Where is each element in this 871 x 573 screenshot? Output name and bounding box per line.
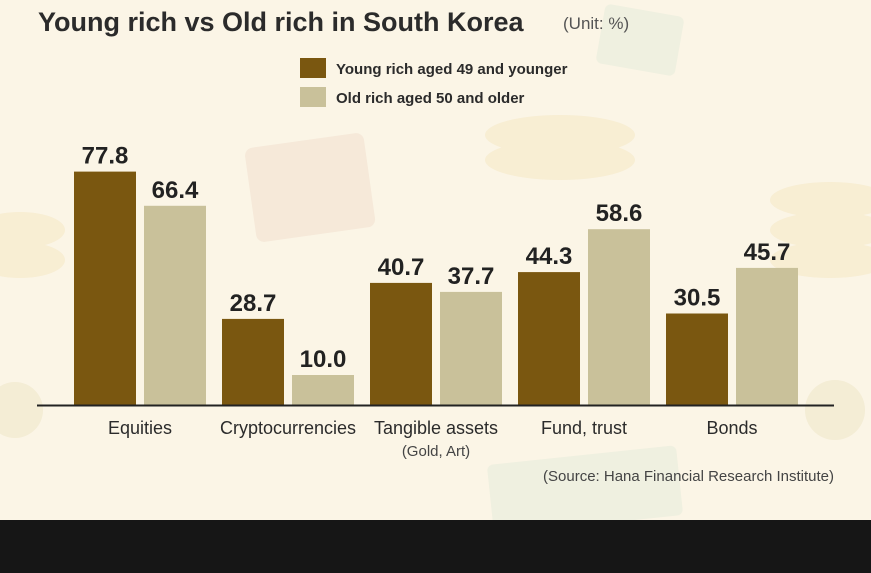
category-label-4: Bonds xyxy=(706,418,757,438)
legend-label-young: Young rich aged 49 and younger xyxy=(336,61,568,78)
bar-young-4 xyxy=(666,313,728,405)
bars-layer xyxy=(74,171,798,405)
value-label-young-3: 44.3 xyxy=(526,243,573,270)
bar-young-0 xyxy=(74,171,136,405)
value-label-young-0: 77.8 xyxy=(82,143,129,170)
category-label-3: Fund, trust xyxy=(541,418,627,438)
bar-young-1 xyxy=(222,318,284,405)
legend: Young rich aged 49 and younger Old rich … xyxy=(300,58,568,107)
legend-label-old: Old rich aged 50 and older xyxy=(336,90,525,107)
value-labels-layer: 77.8 66.4 28.7 10.0 40.7 37.7 44.3 58.6 30.5 45.7 xyxy=(82,143,791,373)
value-label-young-1: 28.7 xyxy=(230,290,277,317)
legend-swatch-young xyxy=(300,58,326,78)
value-label-old-1: 10.0 xyxy=(300,346,347,373)
category-labels-layer: Equities Cryptocurrencies Tangible assets (… xyxy=(108,418,758,460)
value-label-young-2: 40.7 xyxy=(378,254,425,281)
bar-chart: Young rich vs Old rich in South Korea (U… xyxy=(0,4,871,520)
value-label-old-3: 58.6 xyxy=(596,200,643,227)
value-label-old-0: 66.4 xyxy=(152,177,199,204)
bar-old-2 xyxy=(440,291,502,405)
bar-young-2 xyxy=(370,282,432,405)
bottom-dark-bar xyxy=(0,520,871,573)
value-label-young-4: 30.5 xyxy=(674,285,721,312)
bar-old-3 xyxy=(588,229,650,405)
category-label-2: Tangible assets xyxy=(374,418,498,438)
chart-title: Young rich vs Old rich in South Korea xyxy=(38,7,525,37)
background-decoration xyxy=(0,4,871,520)
bar-old-1 xyxy=(292,375,354,405)
bar-young-3 xyxy=(518,272,580,405)
source-note: (Source: Hana Financial Research Institu… xyxy=(543,468,834,485)
legend-swatch-old xyxy=(300,87,326,107)
bar-old-4 xyxy=(736,267,798,405)
category-sublabel-2: (Gold, Art) xyxy=(402,443,470,460)
unit-label: (Unit: %) xyxy=(563,14,629,33)
category-label-1: Cryptocurrencies xyxy=(220,418,356,438)
infographic-canvas: Young rich vs Old rich in South Korea (U… xyxy=(0,0,871,520)
value-label-old-2: 37.7 xyxy=(448,263,495,290)
value-label-old-4: 45.7 xyxy=(744,239,791,266)
bar-old-0 xyxy=(144,205,206,405)
category-label-0: Equities xyxy=(108,418,172,438)
